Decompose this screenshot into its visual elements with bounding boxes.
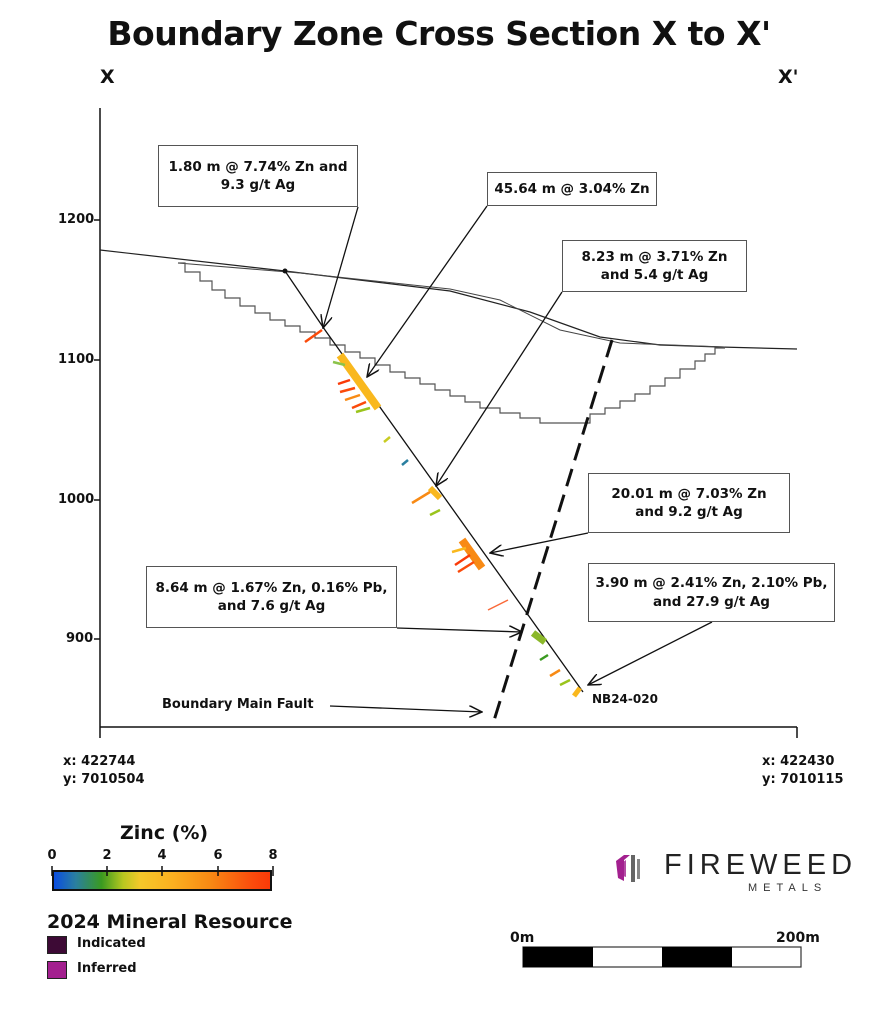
- intercept-label-6: 3.90 m @ 2.41% Zn, 2.10% Pb, and 27.9 g/…: [588, 563, 835, 622]
- intercept-label-2: 45.64 m @ 3.04% Zn: [487, 172, 657, 206]
- elevation-tick-900: 900: [66, 631, 94, 646]
- scale-start-label: 0m: [510, 930, 535, 946]
- elevation-tick-1200: 1200: [58, 212, 95, 227]
- intercept-label-3: 8.23 m @ 3.71% Zn and 5.4 g/t Ag: [562, 240, 747, 292]
- section-start-label: X: [100, 66, 115, 88]
- zinc-legend-title: Zinc (%): [120, 822, 209, 844]
- scale-end-label: 200m: [776, 930, 820, 946]
- section-end-label: X': [778, 66, 799, 88]
- drillhole-trace: [284, 270, 584, 693]
- elevation-tick-1000: 1000: [58, 492, 95, 507]
- indicated-swatch: [47, 936, 67, 954]
- zinc-label-4: 4: [157, 848, 167, 863]
- fault-label: Boundary Main Fault: [162, 697, 314, 712]
- coord-right-x: x: 422430: [762, 754, 835, 769]
- diagram-title: Boundary Zone Cross Section X to X': [107, 14, 771, 53]
- elevation-axis: [94, 108, 798, 738]
- zinc-label-8: 8: [268, 848, 278, 863]
- drillhole-label: NB24-020: [592, 692, 658, 706]
- boundary-main-fault: [490, 339, 614, 728]
- coords-right: x: 422430 y: 7010115: [762, 753, 844, 789]
- inferred-label: Inferred: [77, 961, 137, 976]
- coord-right-y: y: 7010115: [762, 772, 844, 787]
- logo-subtitle: METALS: [748, 882, 828, 894]
- pit-shell-outline: [178, 262, 725, 424]
- intercept-label-4: 20.01 m @ 7.03% Zn and 9.2 g/t Ag: [588, 473, 790, 533]
- indicated-label: Indicated: [77, 936, 146, 951]
- topography-line-2: [177, 262, 726, 348]
- annotation-leaders: [323, 205, 713, 712]
- zinc-label-2: 2: [102, 848, 112, 863]
- intercept-label-5: 8.64 m @ 1.67% Zn, 0.16% Pb, and 7.6 g/t…: [146, 566, 397, 628]
- zinc-label-6: 6: [213, 848, 223, 863]
- elevation-tick-1100: 1100: [58, 352, 95, 367]
- scale-bar: [522, 946, 802, 968]
- zinc-label-0: 0: [47, 848, 57, 863]
- logo-name: FIREWEED: [664, 849, 858, 881]
- inferred-swatch: [47, 961, 67, 979]
- coord-left-y: y: 7010504: [63, 772, 145, 787]
- colorbar-ticks: [51, 866, 274, 876]
- collar-marker: [282, 268, 288, 274]
- zinc-assay-histogram: [304, 328, 582, 698]
- coord-left-x: x: 422744: [63, 754, 136, 769]
- fireweed-logo-icon: [616, 855, 640, 882]
- resource-legend-title: 2024 Mineral Resource: [47, 911, 293, 933]
- coords-left: x: 422744 y: 7010504: [63, 753, 145, 789]
- intercept-label-1: 1.80 m @ 7.74% Zn and 9.3 g/t Ag: [158, 145, 358, 207]
